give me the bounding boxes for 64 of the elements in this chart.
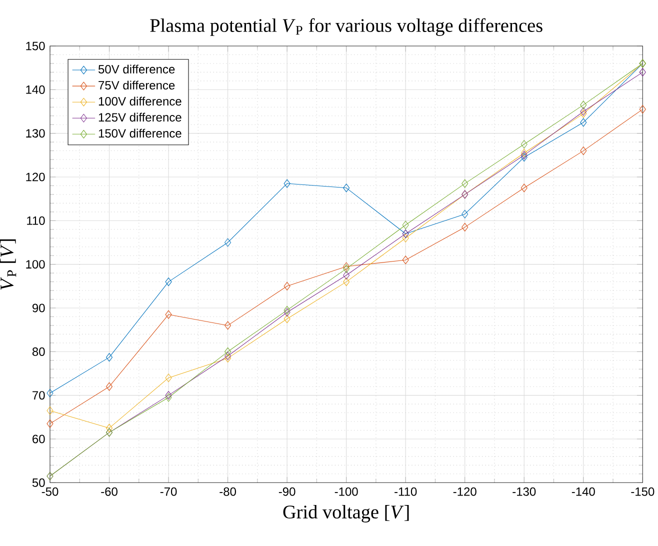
x-tick-label: -130 <box>512 487 536 496</box>
point <box>165 310 172 319</box>
point <box>639 105 646 114</box>
point <box>402 220 409 230</box>
point <box>224 347 232 356</box>
point <box>284 306 290 314</box>
legend-label: 100V difference <box>98 96 182 106</box>
point <box>284 179 290 188</box>
point <box>46 406 54 415</box>
x-tick-label: -90 <box>278 487 296 496</box>
point <box>284 282 290 290</box>
point <box>402 234 409 242</box>
point <box>520 140 528 149</box>
legend-label: 75V difference <box>98 80 175 90</box>
x-tick-label: -50 <box>42 487 58 496</box>
point <box>284 308 290 317</box>
x-tick-label: -80 <box>220 487 236 496</box>
legend-label: 50V difference <box>98 64 175 74</box>
point <box>106 424 113 432</box>
point <box>343 270 350 280</box>
x-axis-title: Grid voltage [V] <box>283 505 409 522</box>
point <box>224 321 232 330</box>
point <box>402 256 409 264</box>
y-tick-label: 100 <box>26 260 45 269</box>
y-tick-label: 80 <box>32 347 45 356</box>
legend-label: 150V difference <box>98 128 182 138</box>
y-tick-label: 90 <box>32 304 45 312</box>
y-tick-label: 50 <box>32 478 45 487</box>
y-tick-label: 70 <box>32 391 45 400</box>
point <box>165 278 172 286</box>
x-tick-label: -150 <box>631 487 654 496</box>
point <box>520 184 528 192</box>
x-tick-label: -140 <box>572 487 595 496</box>
y-axis-title: V$_{P}$ [V] <box>0 239 16 290</box>
x-tick-label: -100 <box>334 487 358 496</box>
point <box>580 146 587 156</box>
x-tick-label: -70 <box>160 487 177 496</box>
point <box>106 382 113 391</box>
x-tick-label: -60 <box>101 487 118 496</box>
legend-label: 125V difference <box>98 112 182 122</box>
y-tick-label: 110 <box>27 216 45 225</box>
point <box>106 353 113 362</box>
x-tick-label: -120 <box>453 487 476 496</box>
y-tick-label: 120 <box>26 172 45 182</box>
point <box>580 100 587 110</box>
x-tick-label: -110 <box>394 487 417 496</box>
point <box>224 238 232 247</box>
point <box>46 419 54 428</box>
point <box>639 68 646 76</box>
y-tick-label: 150 <box>26 42 45 50</box>
point <box>46 388 54 398</box>
point <box>343 184 350 192</box>
point <box>462 222 468 232</box>
point <box>462 210 468 218</box>
point <box>580 118 587 127</box>
point <box>462 179 468 188</box>
point <box>165 374 172 382</box>
point <box>520 153 528 162</box>
y-tick-label: 60 <box>32 434 45 444</box>
point <box>284 314 290 324</box>
chart-title: Plasma potential V$_{P}$ for various voltage differences <box>150 18 542 36</box>
y-tick-label: 140 <box>26 85 45 94</box>
y-tick-label: 130 <box>26 129 45 138</box>
point <box>343 278 350 286</box>
